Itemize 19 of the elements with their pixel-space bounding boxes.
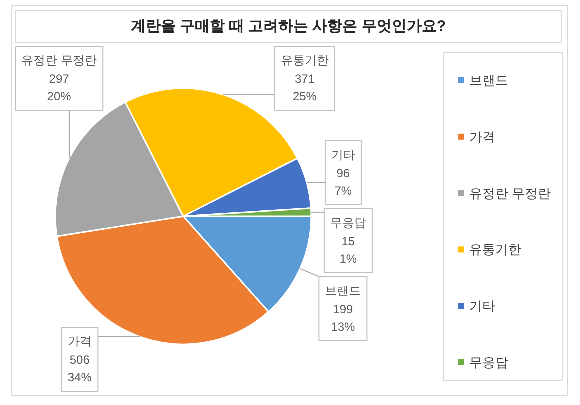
data-label: 371 25%	[292, 72, 318, 104]
data-label: 506 34%	[68, 353, 92, 384]
slice-label: 유정란 무정란	[22, 54, 97, 68]
data-label: 15 1%	[340, 234, 358, 266]
slice-label: 기타	[331, 148, 356, 162]
data-label: 96 7%	[334, 166, 352, 198]
data-label: 199 13%	[331, 302, 356, 334]
legend-label: 기타	[470, 298, 496, 314]
slice-label: 브랜드	[325, 284, 362, 298]
legend-label: 유통기한	[470, 242, 522, 258]
legend-label: 무응답	[470, 355, 508, 370]
slice-label: 가격	[68, 334, 92, 348]
legend-label: 브랜드	[470, 73, 508, 88]
slice-label: 유통기한	[280, 54, 329, 68]
slice-label: 무응답	[330, 216, 366, 230]
data-label: 297 20%	[47, 72, 72, 104]
legend-label: 가격	[470, 129, 496, 144]
chart-title: 계란을 구매할 때 고려하는 사항은 무엇인가요?	[131, 18, 446, 35]
legend-label: 유정란 무정란	[470, 186, 552, 201]
